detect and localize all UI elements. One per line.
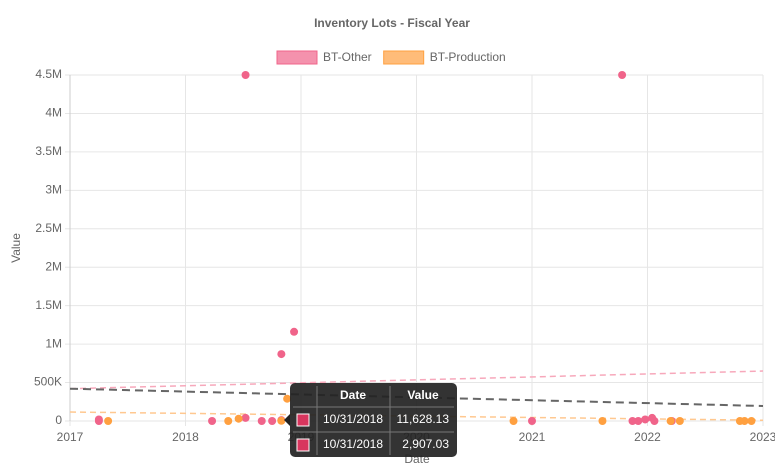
data-point bbox=[634, 417, 643, 425]
data-point bbox=[208, 417, 217, 425]
legend-swatch bbox=[276, 50, 318, 65]
data-point bbox=[290, 327, 299, 336]
data-point bbox=[740, 417, 749, 425]
trend-line bbox=[69, 370, 764, 390]
y-tick-label: 2M bbox=[45, 259, 62, 273]
y-tick-label: 1M bbox=[45, 336, 62, 350]
chart-title: Inventory Lots - Fiscal Year bbox=[314, 16, 470, 30]
data-point bbox=[224, 417, 233, 425]
y-tick-label: 0 bbox=[55, 413, 62, 427]
data-point bbox=[666, 417, 675, 425]
data-point bbox=[598, 417, 607, 425]
data-point bbox=[94, 417, 103, 425]
x-tick-label: 2021 bbox=[519, 430, 546, 444]
y-tick-label: 500K bbox=[34, 375, 62, 389]
trend-line bbox=[69, 411, 764, 421]
tooltip-date: 10/31/2018 bbox=[323, 412, 383, 426]
data-point bbox=[747, 417, 756, 425]
data-point bbox=[509, 417, 518, 425]
data-point bbox=[277, 416, 286, 425]
tooltip: Date Value 10/31/2018 11,628.13 10/31/2018 2,… bbox=[284, 383, 457, 457]
data-point bbox=[104, 417, 113, 425]
data-point bbox=[675, 417, 684, 425]
legend-label: BT-Production bbox=[430, 50, 506, 64]
trend-line bbox=[69, 387, 764, 408]
tooltip-caret bbox=[284, 414, 290, 426]
data-point bbox=[528, 417, 536, 425]
x-tick-label: 2018 bbox=[172, 430, 199, 444]
x-tick-label: 2022 bbox=[634, 430, 661, 444]
data-point bbox=[641, 415, 650, 424]
data-point bbox=[283, 394, 292, 403]
legend-label: BT-Other bbox=[323, 50, 372, 64]
data-point bbox=[241, 413, 250, 422]
y-tick-label: 3M bbox=[45, 183, 62, 197]
tooltip-swatch bbox=[296, 413, 310, 427]
data-point bbox=[234, 414, 243, 423]
tooltip-header: Value bbox=[407, 388, 439, 402]
x-tick-label: 2023 bbox=[750, 430, 775, 444]
y-tick-label: 4.5M bbox=[35, 67, 62, 81]
y-tick-label: 2.5M bbox=[35, 221, 62, 235]
tooltip-header: Date bbox=[340, 388, 366, 402]
x-axis-label: Date bbox=[404, 452, 430, 464]
y-tick-label: 4M bbox=[45, 106, 62, 120]
tooltip-value: 11,628.13 bbox=[397, 412, 450, 426]
x-tick-label: 2017 bbox=[57, 430, 84, 444]
y-axis-label: Value bbox=[9, 233, 23, 263]
data-point bbox=[268, 417, 277, 425]
y-tick-label: 3.5M bbox=[35, 144, 62, 158]
tooltip-box bbox=[290, 383, 457, 457]
data-point bbox=[628, 417, 637, 425]
data-point bbox=[618, 71, 627, 79]
legend-swatch bbox=[383, 50, 425, 65]
tooltip-value: 2,907.03 bbox=[402, 437, 449, 451]
data-point bbox=[257, 417, 266, 425]
data-point bbox=[277, 350, 286, 359]
tooltip-date: 10/31/2018 bbox=[323, 437, 383, 451]
tooltip-swatch bbox=[296, 438, 310, 452]
y-tick-label: 1.5M bbox=[35, 298, 62, 312]
data-point bbox=[241, 71, 250, 79]
data-point bbox=[650, 417, 659, 425]
